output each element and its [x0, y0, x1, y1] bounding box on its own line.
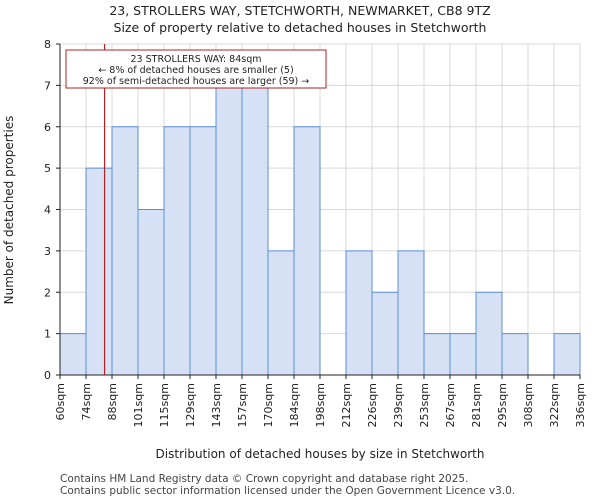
bar-253sqm [423, 333, 451, 376]
bars [59, 84, 581, 376]
chart-title-line1: 23, STROLLERS WAY, STETCHWORTH, NEWMARKE… [109, 3, 490, 18]
x-tick-label: 253sqm [418, 383, 431, 427]
y-tick-label: 3 [44, 245, 51, 258]
annotation-box: 23 STROLLERS WAY: 84sqm ← 8% of detached… [65, 49, 327, 89]
x-tick-label: 281sqm [470, 383, 483, 427]
x-tick-label: 226sqm [366, 383, 379, 427]
y-tick-label: 5 [44, 162, 51, 175]
bar-129sqm [189, 126, 217, 376]
bar-115sqm [163, 126, 191, 376]
x-tick-label: 60sqm [54, 383, 67, 420]
x-tick-label: 212sqm [340, 383, 353, 427]
bar-74sqm [85, 167, 113, 376]
bar-267sqm [449, 333, 477, 376]
bar-60sqm [59, 333, 87, 376]
x-tick-label: 170sqm [262, 383, 275, 427]
bar-101sqm [137, 209, 165, 376]
y-tick-label: 0 [44, 369, 51, 382]
annotation-line3: 92% of semi-detached houses are larger (… [83, 76, 310, 87]
x-axis-label: Distribution of detached houses by size … [156, 447, 485, 461]
bar-184sqm [293, 126, 321, 376]
x-tick-label: 129sqm [184, 383, 197, 427]
x-tick-label: 184sqm [288, 383, 301, 427]
y-tick-label: 6 [44, 121, 51, 134]
x-tick-label: 267sqm [444, 383, 457, 427]
footer-line2: Contains public sector information licen… [60, 485, 516, 497]
x-tick-label: 101sqm [132, 383, 145, 427]
y-tick-label: 7 [44, 79, 51, 92]
bar-88sqm [111, 126, 139, 376]
x-tick-label: 143sqm [210, 383, 223, 427]
bar-212sqm [345, 250, 373, 376]
footer-line1: Contains HM Land Registry data © Crown c… [60, 473, 469, 485]
y-tick-labels: 0 1 2 3 4 5 6 7 8 [44, 38, 60, 382]
bar-226sqm [371, 291, 399, 376]
x-tick-label: 239sqm [392, 383, 405, 427]
y-axis-label: Number of detached properties [2, 116, 16, 305]
x-tick-label: 308sqm [522, 383, 535, 427]
x-tick-label: 115sqm [158, 383, 171, 427]
histogram-chart: 23, STROLLERS WAY, STETCHWORTH, NEWMARKE… [2, 3, 587, 461]
x-tick-label: 322sqm [548, 383, 561, 427]
x-tick-label: 198sqm [314, 383, 327, 427]
x-tick-label: 157sqm [236, 383, 249, 427]
y-tick-label: 1 [44, 328, 51, 341]
y-tick-label: 4 [44, 204, 51, 217]
x-tick-label: 295sqm [496, 383, 509, 427]
y-tick-label: 2 [44, 286, 51, 299]
bar-170sqm [267, 250, 295, 376]
x-tick-label: 74sqm [80, 383, 93, 420]
bar-322sqm [553, 333, 581, 376]
y-tick-label: 8 [44, 38, 51, 51]
x-tick-label: 88sqm [106, 383, 119, 420]
bar-143sqm [215, 84, 243, 376]
annotation-line1: 23 STROLLERS WAY: 84sqm [131, 54, 262, 65]
bar-239sqm [397, 250, 425, 376]
bar-281sqm [475, 291, 503, 376]
chart-title-line2: Size of property relative to detached ho… [114, 20, 487, 35]
annotation-frame [65, 49, 327, 89]
x-tick-label: 336sqm [574, 383, 587, 427]
x-tick-labels: 60sqm 74sqm 88sqm 101sqm 115sqm 129sqm 143sqm 1… [54, 375, 587, 427]
bar-295sqm [501, 333, 529, 376]
annotation-line2: ← 8% of detached houses are smaller (5) [98, 65, 293, 76]
bar-157sqm [241, 84, 269, 376]
